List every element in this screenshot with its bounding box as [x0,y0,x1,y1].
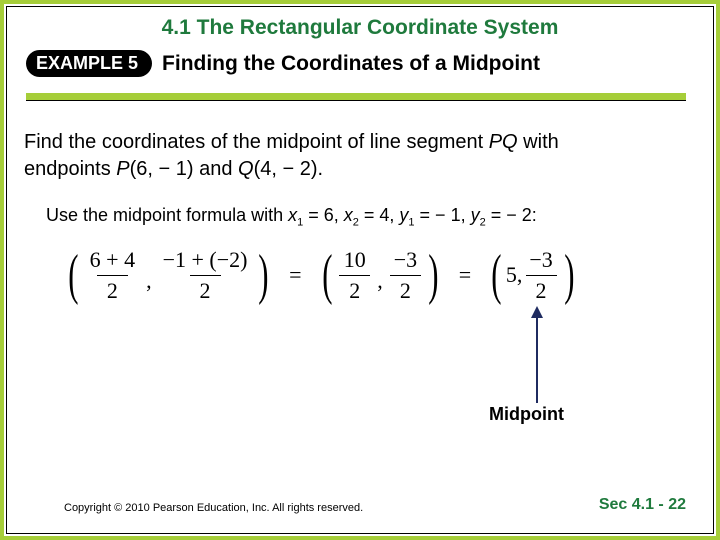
num-2a: 10 [340,247,370,275]
instr-prefix: Use the midpoint formula with [46,205,288,225]
q-coords: (4, − 2). [254,158,323,180]
equation-row: ( 6 + 4 2 , −1 + (−2) 2 ) = ( 10 2 , −3 … [64,247,716,304]
page-number: Sec 4.1 - 22 [599,496,686,514]
rparen-1: ) [259,251,269,299]
x1-eq: = 6, [303,205,344,225]
copyright-text: Copyright © 2010 Pearson Education, Inc.… [64,502,363,514]
example-badge: EXAMPLE 5 [26,50,152,77]
green-divider [26,93,686,101]
den-2b: 2 [390,275,421,304]
num-1b: −1 + (−2) [159,247,252,275]
example-row: EXAMPLE 5 Finding the Coordinates of a M… [4,50,716,77]
instruction-text: Use the midpoint formula with x1 = 6, x2… [46,205,674,229]
frac-2a: 10 2 [339,247,370,304]
midpoint-label: Midpoint [489,404,564,425]
x1-var: x [288,205,297,225]
whole-3: 5, [506,262,523,288]
lparen-1: ( [68,251,78,299]
p-coords: (6, − 1) [130,158,194,180]
equals-2: = [459,262,471,288]
comma-2: , [373,268,387,294]
section-title: 4.1 The Rectangular Coordinate System [4,16,716,40]
segment-pq: PQ [489,131,518,153]
problem-text: Find the coordinates of the midpoint of … [24,129,696,183]
frac-1b: −1 + (−2) 2 [159,247,252,304]
problem-part-2a: endpoints [24,158,116,180]
den-1a: 2 [97,275,128,304]
group-3: ( 5, −3 2 ) [487,247,578,304]
point-p: P [116,158,129,180]
den-3: 2 [526,275,557,304]
arrow-line [536,318,538,403]
comma-1: , [142,268,156,294]
frac-1a: 6 + 4 2 [86,247,139,304]
frac-3: −3 2 [525,247,556,304]
den-1b: 2 [190,275,221,304]
point-q: Q [238,158,254,180]
midpoint-arrow [531,306,543,403]
y1-eq: = − 1, [415,205,471,225]
header: 4.1 The Rectangular Coordinate System [4,4,716,40]
equals-1: = [289,262,301,288]
y2-var: y [471,205,480,225]
x2-var: x [344,205,353,225]
arrow-head-icon [531,306,543,318]
rparen-3: ) [564,251,574,299]
lparen-2: ( [322,251,332,299]
num-1a: 6 + 4 [86,247,139,275]
example-title: Finding the Coordinates of a Midpoint [162,52,540,76]
problem-part-1b: with [518,131,559,153]
num-2b: −3 [390,247,421,275]
problem-part-1: Find the coordinates of the midpoint of … [24,131,489,153]
x2-eq: = 4, [359,205,400,225]
rparen-2: ) [428,251,438,299]
group-2: ( 10 2 , −3 2 ) [318,247,443,304]
and-text: and [194,158,238,180]
num-3: −3 [525,247,556,275]
den-2a: 2 [339,275,370,304]
y2-eq: = − 2: [486,205,537,225]
frac-2b: −3 2 [390,247,421,304]
lparen-3: ( [491,251,501,299]
group-1: ( 6 + 4 2 , −1 + (−2) 2 ) [64,247,273,304]
